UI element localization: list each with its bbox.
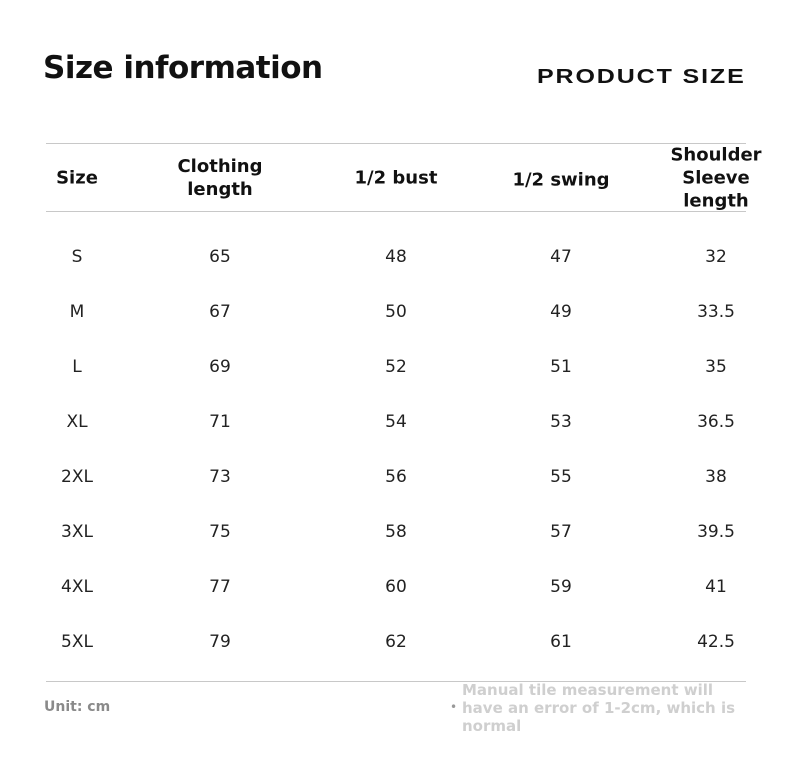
page-title: Size information [43,50,323,86]
size-cell: S [71,247,83,267]
measurement-cell: 56 [385,467,407,487]
measurement-cell: 51 [550,357,572,377]
column-header: Shoulder Sleeve length [670,144,762,212]
measurement-cell: 38 [705,467,727,487]
table-bottom-divider [46,681,746,682]
measurement-cell: 41 [705,577,727,597]
size-cell: XL [66,412,88,432]
measurement-cell: 69 [209,357,231,377]
measurement-cell: 67 [209,302,231,322]
measurement-cell: 75 [209,522,231,542]
measurement-cell: 32 [705,247,727,267]
header-bottom-divider [46,211,746,212]
size-cell: 3XL [61,522,93,542]
measurement-cell: 36.5 [697,412,735,432]
column-header: Clothing length [177,156,263,200]
measurement-cell: 60 [385,577,407,597]
measurement-cell: 71 [209,412,231,432]
measurement-cell: 33.5 [697,302,735,322]
column-header: 1/2 swing [512,169,610,191]
size-cell: 4XL [61,577,93,597]
measurement-cell: 47 [550,247,572,267]
column-header: Size [56,167,98,189]
measurement-cell: 65 [209,247,231,267]
measurement-cell: 42.5 [697,632,735,652]
measurement-cell: 50 [385,302,407,322]
bullet-icon: • [450,700,458,714]
measurement-cell: 79 [209,632,231,652]
size-cell: M [69,302,85,322]
header-top-divider [46,143,746,144]
size-cell: 2XL [61,467,93,487]
measurement-cell: 62 [385,632,407,652]
measurement-cell: 49 [550,302,572,322]
measurement-cell: 58 [385,522,407,542]
measurement-cell: 52 [385,357,407,377]
measurement-cell: 73 [209,467,231,487]
measurement-note: Manual tile measurement will have an err… [462,681,736,735]
measurement-cell: 53 [550,412,572,432]
measurement-cell: 35 [705,357,727,377]
size-cell: L [72,357,82,377]
product-size-heading: PRODUCT SIZE [537,66,746,88]
measurement-cell: 54 [385,412,407,432]
measurement-cell: 55 [550,467,572,487]
measurement-cell: 39.5 [697,522,735,542]
unit-label: Unit: cm [44,699,111,715]
column-header: 1/2 bust [354,167,438,189]
measurement-cell: 59 [550,577,572,597]
measurement-cell: 57 [550,522,572,542]
size-cell: 5XL [61,632,93,652]
measurement-cell: 48 [385,247,407,267]
measurement-cell: 77 [209,577,231,597]
measurement-cell: 61 [550,632,572,652]
